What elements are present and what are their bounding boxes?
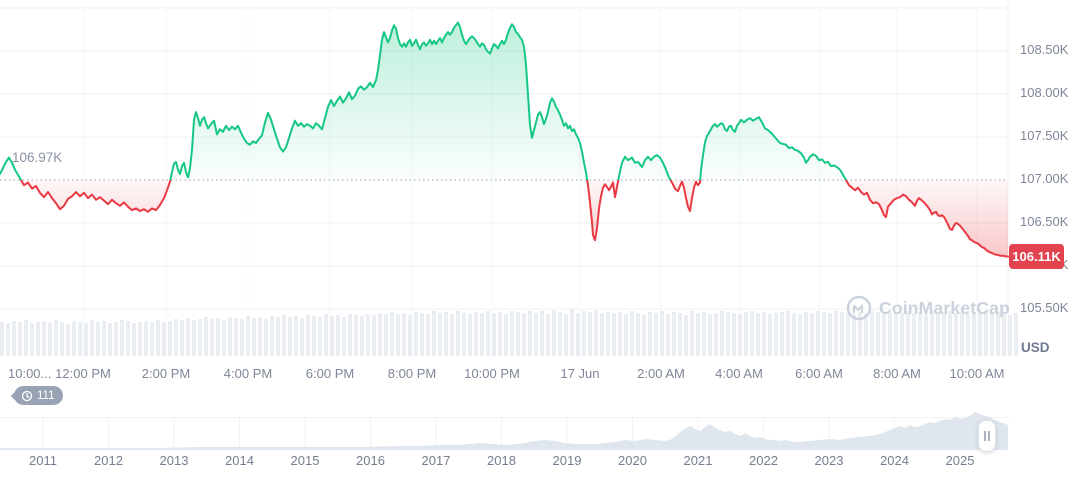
timeline-year-label[interactable]: 2025 [945,453,975,468]
timeline-scrubber-handle[interactable] [978,420,996,452]
timeline-year-label[interactable]: 2013 [159,453,189,468]
y-axis-tick-label: 108.50K [1020,42,1069,57]
x-axis-tick-label: 10:00... [8,366,52,381]
x-axis-tick-label: 10:00 AM [949,366,1005,381]
y-axis-tick-label: 107.00K [1020,171,1069,186]
y-axis-tick-label: 105.50K [1020,300,1069,315]
timeline-year-label[interactable]: 2023 [814,453,844,468]
history-clock-icon [21,390,33,401]
y-axis-tick-label: 108.00K [1020,85,1069,100]
x-axis-tick-label: 12:00 PM [55,366,111,381]
y-axis-tick-label: 107.50K [1020,128,1069,143]
history-countdown-value: 111 [37,389,55,402]
timeline-year-label[interactable]: 2020 [618,453,647,468]
history-countdown-badge: 111 [14,386,64,405]
baseline-price-label: 106.97K [12,150,63,165]
x-axis-tick-label: 6:00 AM [795,366,843,381]
x-axis-tick-label: 17 Jun [560,366,600,381]
last-price-badge: 106.11K [1009,244,1064,269]
timeline-year-label[interactable]: 2022 [749,453,778,468]
timeline-year-label[interactable]: 2011 [29,453,57,468]
currency-unit-label: USD [1021,340,1050,355]
timeline-year-label[interactable]: 2017 [421,453,451,468]
x-axis-tick-label: 6:00 PM [305,366,355,381]
timeline-year-label[interactable]: 2012 [94,453,123,468]
x-axis-tick-label: 8:00 AM [873,366,921,381]
x-axis-tick-label: 4:00 PM [223,366,273,381]
y-axis-tick-label: 106.50K [1020,214,1069,229]
timeline-minichart[interactable] [0,405,1072,477]
timeline-year-label[interactable]: 2021 [683,453,713,468]
x-axis-tick-label: 10:00 PM [464,366,520,381]
timeline-year-label[interactable]: 2018 [487,453,516,468]
x-axis-tick-label: 2:00 PM [141,366,191,381]
x-axis-tick-label: 8:00 PM [387,366,437,381]
timeline-year-label[interactable]: 2015 [290,453,320,468]
timeline-year-label[interactable]: 2016 [356,453,385,468]
x-axis-tick-label: 4:00 AM [715,366,763,381]
timeline-year-label[interactable]: 2024 [880,453,909,468]
price-chart-canvas[interactable] [0,0,1072,360]
timeline-year-label[interactable]: 2019 [552,453,582,468]
timeline-year-label[interactable]: 2014 [225,453,254,468]
x-axis-tick-label: 2:00 AM [637,366,685,381]
